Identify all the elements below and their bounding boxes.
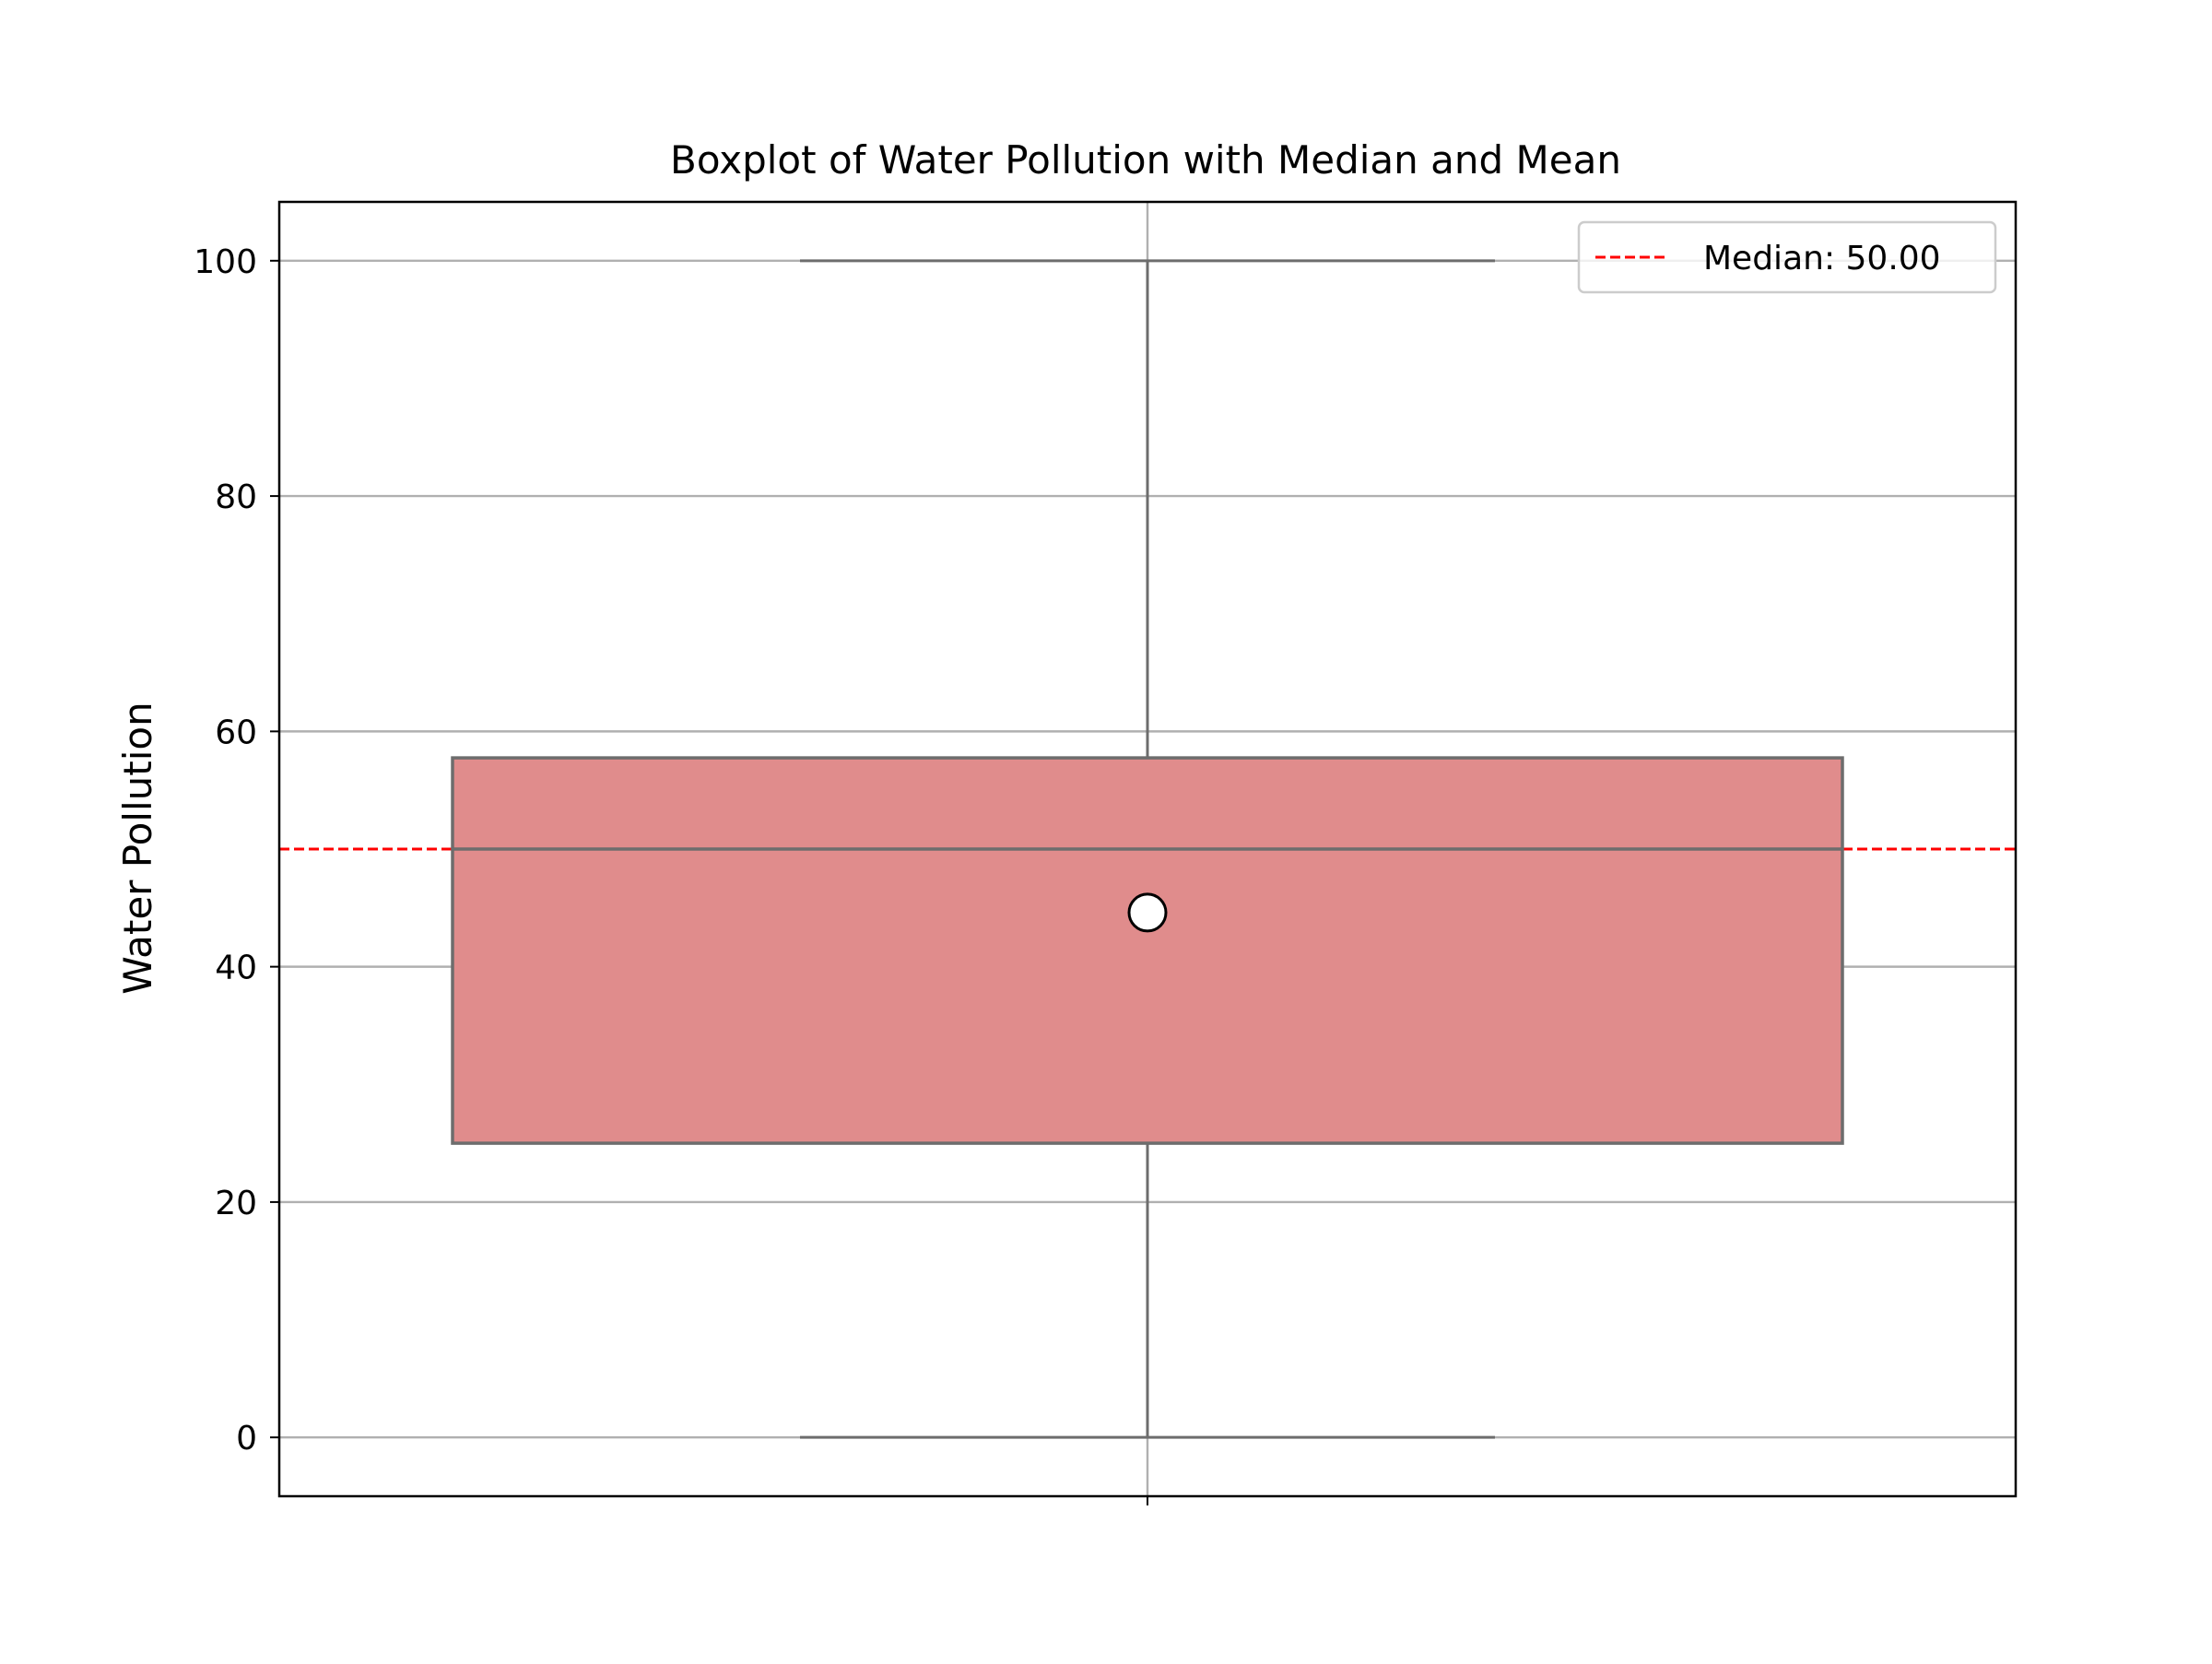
- legend: Median: 50.00: [1577, 220, 1997, 294]
- axes-layer: 0 20 40 60 80 100: [194, 200, 2018, 1505]
- box-iqr: [451, 756, 1844, 1145]
- y-tick-label: 20: [215, 1185, 257, 1222]
- y-tick-label: 80: [215, 478, 257, 516]
- y-tick-label: 40: [215, 950, 257, 987]
- mean-marker: [1127, 892, 1168, 933]
- legend-median-label: Median: 50.00: [1703, 240, 1941, 277]
- legend-box: [1577, 220, 1997, 294]
- y-tick-label: 100: [194, 243, 257, 281]
- y-axis-label: Water Pollution: [115, 702, 160, 994]
- axes-frame: [277, 200, 2018, 1498]
- chart-title: Boxplot of Water Pollution with Median a…: [670, 137, 1621, 183]
- y-tick-label: 60: [215, 714, 257, 751]
- y-tick-label: 0: [236, 1420, 257, 1457]
- box-layer: [451, 259, 1844, 1439]
